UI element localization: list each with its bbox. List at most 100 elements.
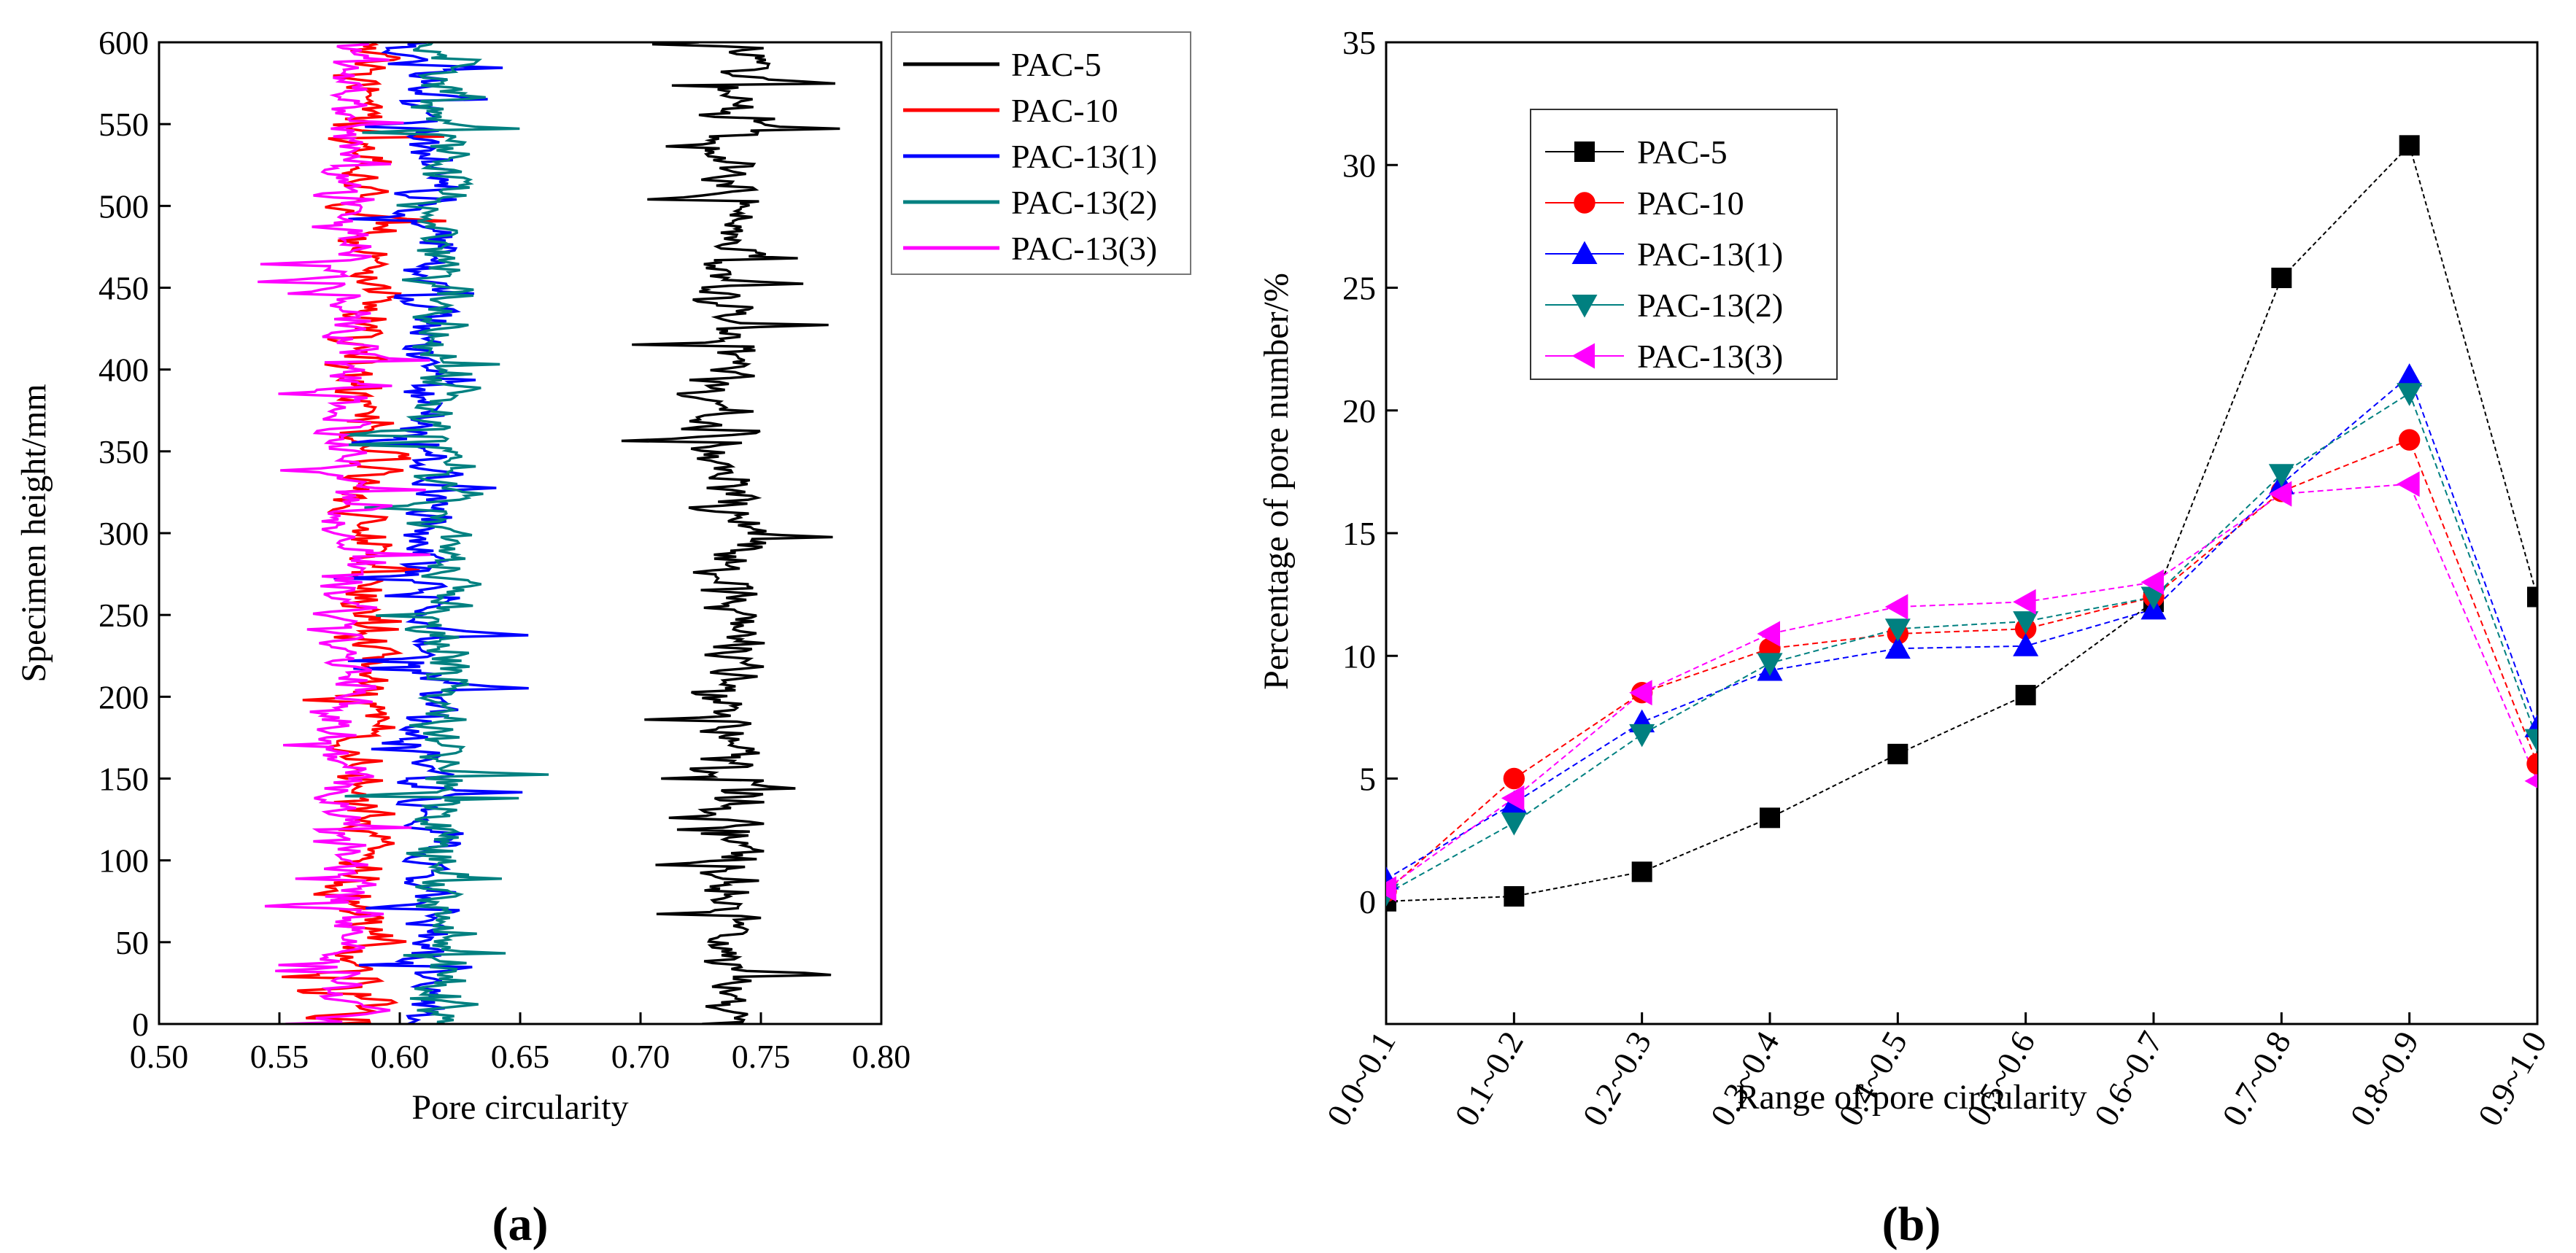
panel-b-point-pac-13-2: [1501, 812, 1527, 836]
panel-b-legend-marker-pac-13-3: [1571, 343, 1595, 369]
panel-b-point-pac-13-2: [2524, 729, 2537, 753]
panel-a-label: (a): [492, 1198, 549, 1251]
panel-b-label: (b): [1882, 1198, 1941, 1251]
panel-a-y-tick-label: 400: [98, 352, 149, 389]
panel-b-point-pac-13-1: [2397, 363, 2423, 387]
panel-a-x-tick-label: 0.60: [371, 1038, 430, 1075]
panel-a-y-tick-label: 150: [98, 761, 149, 798]
panel-b-series-line-pac-13-2: [1386, 392, 2537, 895]
panel-b-point-pac-13-2: [2397, 383, 2423, 406]
panel-b-legend-marker-pac-13-2: [1571, 295, 1598, 318]
panel-a-y-tick-label: 500: [98, 187, 149, 225]
panel-b-y-tick-label: 25: [1342, 270, 1376, 307]
panel-a-x-tick-label: 0.70: [611, 1038, 670, 1075]
panel-b-point-pac-13-1: [1884, 635, 1911, 659]
panel-a-x-tick-label: 0.50: [130, 1038, 189, 1075]
panel-b-point-pac-13-3: [2524, 774, 2537, 788]
panel-b-y-tick-label: 5: [1359, 761, 1376, 798]
panel-b-point-pac-5: [2015, 685, 2036, 706]
panel-b-point-pac-13-3: [2013, 589, 2036, 615]
panel-a-legend-label-pac-13-2: PAC-13(2): [1011, 184, 1157, 221]
panel-b-point-pac-13-3: [2140, 569, 2164, 595]
panel-b-point-pac-13-2: [2268, 464, 2294, 487]
panel-b-legend-label-pac-13-1: PAC-13(1): [1637, 236, 1783, 273]
panel-b-point-pac-5: [2271, 268, 2292, 289]
panel-a-y-tick-label: 200: [98, 678, 149, 715]
panel-b-y-tick-label: 10: [1342, 637, 1376, 675]
panel-a-y-tick-label: 300: [98, 515, 149, 552]
panel-b-point-pac-13-3: [2397, 471, 2420, 497]
panel-b-series-line-pac-13-3: [1386, 483, 2537, 890]
panel-a-x-tick-label: 0.55: [250, 1038, 309, 1075]
panel-a-x-axis-label: Pore circularity: [411, 1088, 628, 1127]
panel-b-point-pac-13-3: [1884, 594, 1908, 620]
panel-b-point-pac-13-3: [1386, 876, 1396, 902]
panel-b-series-line-pac-13-1: [1386, 374, 2537, 880]
panel-a-legend-label-pac-5: PAC-5: [1011, 46, 1102, 83]
panel-b-series-line-pac-10: [1386, 438, 2537, 893]
panel-b-y-axis: 0 5 10 15 20 25 30 35: [1342, 24, 1398, 920]
panel-b-legend-marker-pac-10: [1574, 192, 1596, 214]
panel-b-legend: PAC-5 PAC-10 PAC-13(1) PAC-13(2) PAC-13(3): [1530, 109, 1838, 380]
panel-b-point-pac-5: [1760, 807, 1780, 829]
panel-b-series: [1386, 135, 2537, 912]
panel-b-point-pac-10: [1503, 767, 1525, 790]
panel-b-legend-label-pac-5: PAC-5: [1637, 133, 1728, 171]
panel-b-point-pac-13-1: [2013, 633, 2039, 656]
panel-a-y-tick-label: 50: [115, 924, 149, 961]
panel-a-y-axis-label: Specimen height/mm: [15, 384, 53, 682]
panel-a-legend-label-pac-10: PAC-10: [1011, 92, 1118, 129]
panel-b-legend-label-pac-10: PAC-10: [1637, 185, 1744, 222]
panel-b-point-pac-5: [1887, 743, 1908, 764]
panel-a-y-tick-label: 250: [98, 597, 149, 634]
panel-b-chart: 0.0~0.1 0.1~0.2 0.2~0.3 0.3~0.4 0.4~0.5 0.5~0…: [1257, 24, 2554, 1251]
panel-a-series-line-pac-5: [621, 42, 840, 1024]
panel-b-legend-label-pac-13-2: PAC-13(2): [1637, 287, 1783, 324]
panel-b-point-pac-5: [2527, 586, 2537, 608]
panel-b-point-pac-5: [2399, 135, 2420, 156]
panel-b-legend-marker-pac-5: [1574, 141, 1595, 162]
panel-a-legend: PAC-5 PAC-10 PAC-13(1) PAC-13(2) PAC-13(3): [891, 31, 1191, 275]
panel-a-legend-label-pac-13-3: PAC-13(3): [1011, 230, 1157, 267]
panel-a-series-line-pac-13-3: [258, 42, 430, 1024]
panel-b-point-pac-13-3: [1629, 680, 1652, 706]
panel-a-y-tick-label: 550: [98, 106, 149, 143]
panel-b-point-pac-10: [2526, 753, 2537, 775]
panel-a-x-axis: 0.50 0.55 0.60 0.65 0.70 0.75 0.80: [130, 1012, 911, 1075]
panel-a-y-tick-label: 450: [98, 270, 149, 307]
panel-b-point-pac-13-3: [1757, 621, 1780, 647]
panel-a-series-line-pac-13-1: [333, 42, 529, 1024]
panel-b-y-tick-label: 30: [1342, 147, 1376, 184]
panel-a-chart: 0.50 0.55 0.60 0.65 0.70 0.75 0.80 0 50 100 150 20…: [15, 24, 1191, 1251]
panel-a-x-tick-label: 0.65: [491, 1038, 550, 1075]
panel-a-x-tick-label: 0.75: [732, 1038, 791, 1075]
panel-b-point-pac-5: [1631, 861, 1652, 882]
panel-a-series-line-pac-10: [282, 42, 446, 1024]
panel-b-point-pac-13-2: [2013, 611, 2039, 635]
panel-b-point-pac-13-3: [1501, 785, 1525, 811]
panel-a-y-tick-label: 0: [132, 1006, 149, 1043]
panel-a-series-line-pac-13-2: [341, 42, 549, 1024]
panel-a-x-tick-label: 0.80: [852, 1038, 911, 1075]
panel-a-y-tick-label: 100: [98, 842, 149, 880]
panel-b-point-pac-13-2: [1757, 653, 1783, 676]
panel-b-series-line-pac-5: [1386, 144, 2537, 902]
panel-b-point-pac-13-3: [2268, 481, 2292, 507]
panel-b-point-pac-13-2: [1884, 618, 1911, 642]
panel-b-point-pac-5: [1504, 886, 1525, 907]
panel-b-y-tick-label: 35: [1342, 24, 1376, 61]
panel-b-y-axis-label: Percentage of pore number/%: [1257, 273, 1296, 690]
panel-b-x-axis-label: Range of pore circularity: [1736, 1078, 2086, 1117]
panel-b-y-tick-label: 15: [1342, 515, 1376, 552]
panel-a-y-tick-label: 350: [98, 433, 149, 470]
panel-a-legend-label-pac-13-1: PAC-13(1): [1011, 138, 1157, 175]
panel-b-legend-marker-pac-13-1: [1571, 241, 1598, 264]
panel-b-legend-label-pac-13-3: PAC-13(3): [1637, 338, 1783, 375]
panel-b-point-pac-13-2: [1629, 724, 1655, 748]
panel-a-y-tick-label: 600: [98, 24, 149, 61]
panel-a-legend-box: [891, 31, 1191, 275]
panel-b-point-pac-10: [2398, 429, 2421, 451]
panel-a-y-axis: 0 50 100 150 200 250 300 350 400 450 500 550 600: [98, 24, 171, 1043]
panel-a-series: [258, 42, 840, 1024]
